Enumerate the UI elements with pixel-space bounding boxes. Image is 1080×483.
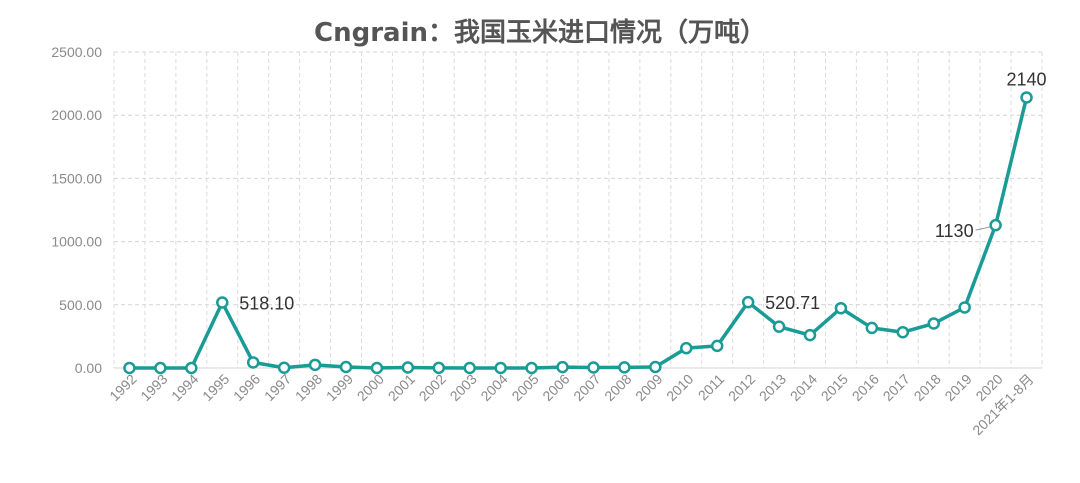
data-point — [587, 361, 600, 374]
data-point — [494, 361, 507, 375]
x-tick-label: 2009 — [632, 371, 665, 404]
data-point — [680, 341, 693, 355]
x-tick-label: 2006 — [539, 371, 572, 404]
x-tick-label: 2013 — [756, 371, 789, 404]
x-tick-label: 2008 — [601, 371, 634, 404]
data-label: 520.71 — [765, 293, 820, 313]
x-tick-label: 2018 — [911, 371, 944, 404]
data-point — [618, 361, 631, 374]
data-label-leader — [975, 226, 990, 231]
y-tick-label: 2500.00 — [51, 44, 102, 60]
data-point — [1020, 91, 1033, 104]
data-point — [277, 361, 291, 374]
data-point — [927, 317, 940, 330]
data-label: 2140 — [1007, 70, 1047, 90]
data-point — [154, 361, 167, 375]
data-point — [525, 361, 538, 375]
x-tick-label: 1993 — [137, 371, 170, 404]
x-tick-label: 2007 — [570, 371, 603, 404]
data-point — [432, 361, 446, 375]
x-tick-label: 2000 — [354, 371, 387, 404]
data-point — [370, 361, 384, 375]
data-point — [185, 361, 198, 375]
data-point — [123, 361, 136, 375]
data-label: 1130 — [935, 221, 974, 241]
data-point — [401, 361, 415, 374]
x-tick-label: 2004 — [477, 371, 510, 404]
x-tick-label: 2012 — [725, 371, 758, 404]
x-tick-label: 2011 — [695, 371, 728, 404]
data-label: 518.10 — [239, 294, 294, 314]
x-tick-label: 1998 — [292, 371, 325, 404]
x-tick-label: 2019 — [941, 371, 974, 404]
x-tick-label: 1997 — [261, 371, 294, 404]
data-point — [803, 328, 817, 342]
x-tick-label: 2002 — [416, 371, 449, 404]
data-point — [989, 218, 1002, 232]
x-tick-label: 1992 — [106, 371, 139, 404]
y-tick-label: 2000.00 — [51, 107, 102, 123]
x-tick-label: 2010 — [663, 371, 696, 404]
data-point — [339, 360, 353, 374]
y-tick-label: 1500.00 — [51, 170, 102, 186]
x-tick-label: 1995 — [199, 371, 232, 404]
y-tick-label: 500.00 — [59, 297, 102, 313]
data-point — [463, 361, 476, 375]
data-point — [649, 360, 662, 374]
x-tick-label: 2015 — [818, 371, 851, 404]
data-point — [958, 301, 971, 314]
x-tick-label: 2014 — [787, 371, 820, 404]
x-tick-label: 2005 — [508, 371, 541, 404]
data-point — [772, 320, 786, 333]
data-point — [834, 301, 848, 315]
x-tick-label: 2016 — [849, 371, 882, 404]
data-point — [556, 360, 569, 374]
x-tick-label: 1999 — [323, 371, 356, 404]
y-tick-label: 1000.00 — [51, 234, 102, 250]
data-point — [896, 325, 910, 339]
x-tick-label: 2017 — [880, 371, 913, 404]
data-point — [710, 339, 724, 353]
y-tick-label: 0.00 — [75, 360, 102, 376]
x-tick-label: 1994 — [168, 371, 201, 404]
x-tick-label: 2001 — [385, 371, 418, 404]
data-point — [865, 321, 879, 335]
x-tick-label: 1996 — [230, 371, 263, 404]
data-point — [246, 356, 260, 369]
x-tick-label: 2003 — [447, 371, 480, 404]
chart-title: Cngrain：我国玉米进口情况（万吨） — [314, 18, 766, 48]
data-point — [741, 295, 755, 309]
data-point — [216, 296, 229, 309]
data-point — [308, 358, 322, 372]
